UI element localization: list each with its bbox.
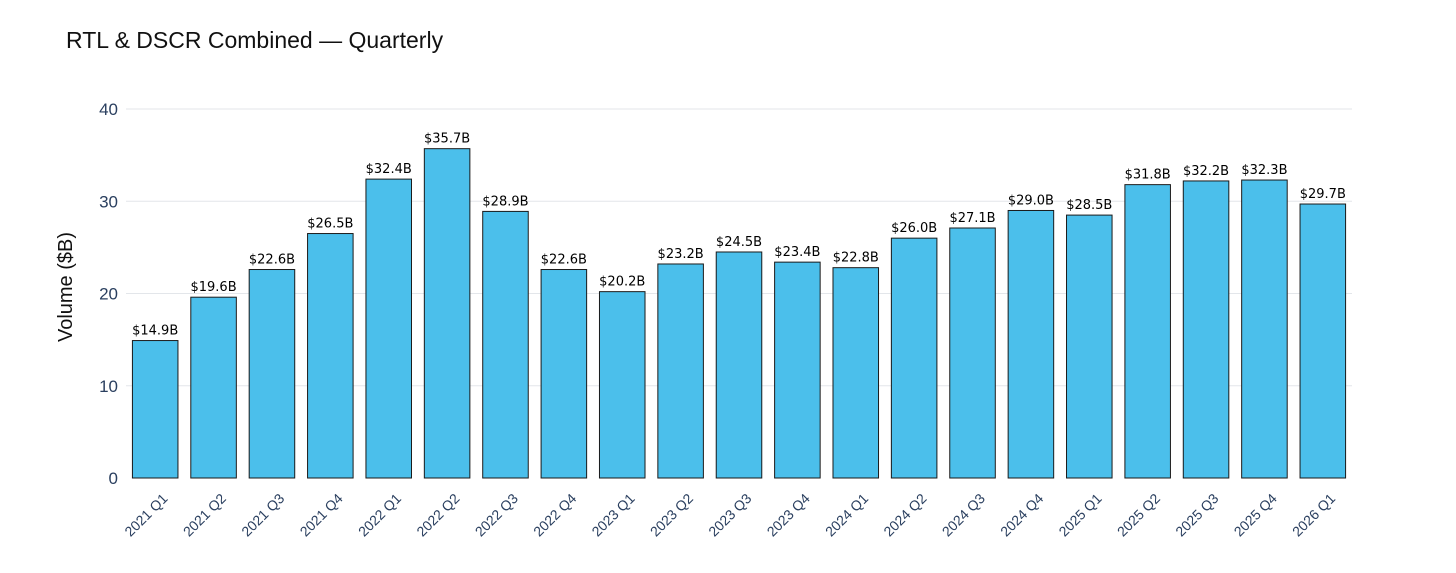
bar[interactable]	[248, 269, 296, 479]
bar[interactable]	[307, 233, 354, 479]
bar[interactable]	[1299, 203, 1347, 479]
bar-value-label: $32.4B	[366, 162, 412, 177]
x-tick-label: 2023 Q2	[647, 490, 696, 539]
x-tick-label: 2023 Q1	[588, 490, 637, 539]
bar[interactable]	[1007, 209, 1055, 479]
bar[interactable]	[949, 227, 996, 479]
bar[interactable]	[598, 291, 646, 479]
bar-value-label: $19.6B	[190, 280, 236, 295]
data-labels: $14.9B $19.6B $22.6B $26.5B $32.4B $35.7B $28.…	[132, 132, 1346, 339]
x-tick-label: 2022 Q3	[472, 490, 521, 539]
y-tick-label: 10	[99, 377, 118, 396]
bar[interactable]	[540, 269, 588, 479]
x-tick-label: 2025 Q4	[1231, 490, 1280, 539]
x-tick-label: 2024 Q2	[880, 490, 929, 539]
bars	[131, 148, 1347, 479]
bar[interactable]	[131, 340, 179, 479]
bar[interactable]	[715, 251, 763, 479]
x-tick-label: 2022 Q4	[530, 490, 579, 539]
x-tick-label: 2022 Q2	[413, 490, 462, 539]
x-tick-label: 2025 Q1	[1055, 490, 1104, 539]
y-tick-label: 20	[99, 285, 118, 304]
x-tick-label: 2024 Q3	[939, 490, 988, 539]
bar-value-label: $22.8B	[833, 251, 879, 266]
bar[interactable]	[657, 263, 704, 479]
bar[interactable]	[423, 148, 471, 479]
bar[interactable]	[1124, 184, 1171, 479]
bar[interactable]	[1241, 179, 1288, 479]
bar-value-label: $22.6B	[541, 253, 587, 268]
y-axis-title: Volume ($B)	[55, 232, 77, 342]
bar-value-label: $32.2B	[1183, 164, 1229, 179]
bar-value-label: $14.9B	[132, 324, 178, 339]
x-axis-ticks: 2021 Q1 2021 Q2 2021 Q3 2021 Q4 2022 Q1 2022 …	[121, 490, 1338, 539]
bar[interactable]	[190, 296, 237, 479]
x-tick-label: 2021 Q1	[121, 490, 170, 539]
bar[interactable]	[890, 237, 938, 479]
bar[interactable]	[365, 178, 412, 479]
y-tick-label: 40	[99, 100, 118, 119]
bar-value-label: $29.0B	[1008, 193, 1054, 208]
x-tick-label: 2022 Q1	[355, 490, 404, 539]
bar-value-label: $28.9B	[482, 194, 528, 209]
bar-value-label: $26.0B	[891, 221, 937, 236]
x-tick-label: 2024 Q1	[822, 490, 871, 539]
y-axis-ticks: 0 10 20 30 40	[99, 100, 118, 488]
bar[interactable]	[1066, 214, 1113, 479]
bar-value-label: $22.6B	[249, 253, 295, 268]
bar-value-label: $24.5B	[716, 235, 762, 250]
bar-value-label: $27.1B	[949, 211, 995, 226]
bar-value-label: $31.8B	[1125, 168, 1171, 183]
bar[interactable]	[1182, 180, 1230, 479]
bar[interactable]	[832, 267, 880, 479]
x-tick-label: 2026 Q1	[1289, 490, 1338, 539]
bar-value-label: $35.7B	[424, 132, 470, 147]
bar-value-label: $29.7B	[1300, 187, 1346, 202]
y-tick-label: 30	[99, 192, 118, 211]
x-tick-label: 2023 Q3	[705, 490, 754, 539]
bar-value-label: $28.5B	[1066, 198, 1112, 213]
bar-value-label: $32.3B	[1241, 163, 1287, 178]
bar-value-label: $23.4B	[774, 245, 820, 260]
bar-value-label: $26.5B	[307, 217, 353, 232]
bar-value-label: $23.2B	[658, 247, 704, 262]
x-tick-label: 2021 Q2	[180, 490, 229, 539]
chart-title: RTL & DSCR Combined — Quarterly	[66, 27, 444, 53]
bar[interactable]	[774, 261, 821, 479]
bar-value-label: $20.2B	[599, 275, 645, 290]
x-tick-label: 2025 Q2	[1114, 490, 1163, 539]
x-tick-label: 2024 Q4	[997, 490, 1046, 539]
x-tick-label: 2021 Q3	[238, 490, 287, 539]
y-tick-label: 0	[109, 469, 118, 488]
x-tick-label: 2023 Q4	[764, 490, 813, 539]
x-tick-label: 2025 Q3	[1172, 490, 1221, 539]
bar[interactable]	[482, 210, 529, 479]
x-tick-label: 2021 Q4	[297, 490, 346, 539]
